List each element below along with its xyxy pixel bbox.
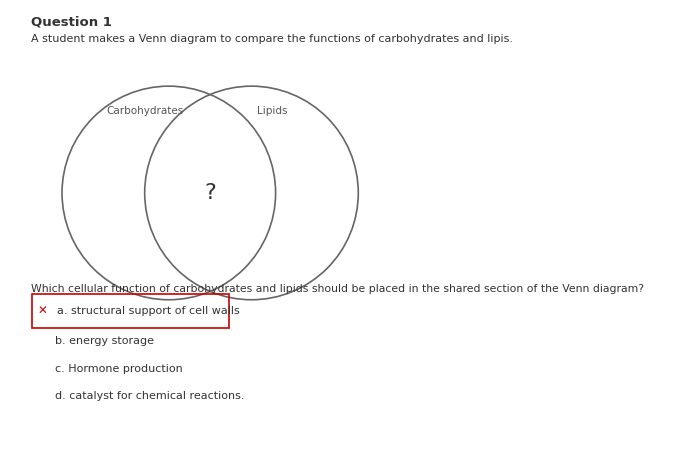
Text: A student makes a Venn diagram to compare the functions of carbohydrates and lip: A student makes a Venn diagram to compar… [31, 34, 513, 44]
Text: a. structural support of cell walls: a. structural support of cell walls [57, 306, 240, 316]
Text: ✕: ✕ [38, 305, 48, 317]
Text: Lipids: Lipids [257, 106, 287, 116]
Text: Which cellular function of carbohydrates and lipids should be placed in the shar: Which cellular function of carbohydrates… [31, 284, 644, 294]
Text: c. Hormone production: c. Hormone production [55, 364, 183, 374]
Text: Question 1: Question 1 [31, 16, 112, 29]
Text: b. energy storage: b. energy storage [55, 336, 154, 346]
Text: Carbohydrates: Carbohydrates [106, 106, 183, 116]
Text: d. catalyst for chemical reactions.: d. catalyst for chemical reactions. [55, 391, 245, 401]
Text: ?: ? [204, 183, 216, 203]
